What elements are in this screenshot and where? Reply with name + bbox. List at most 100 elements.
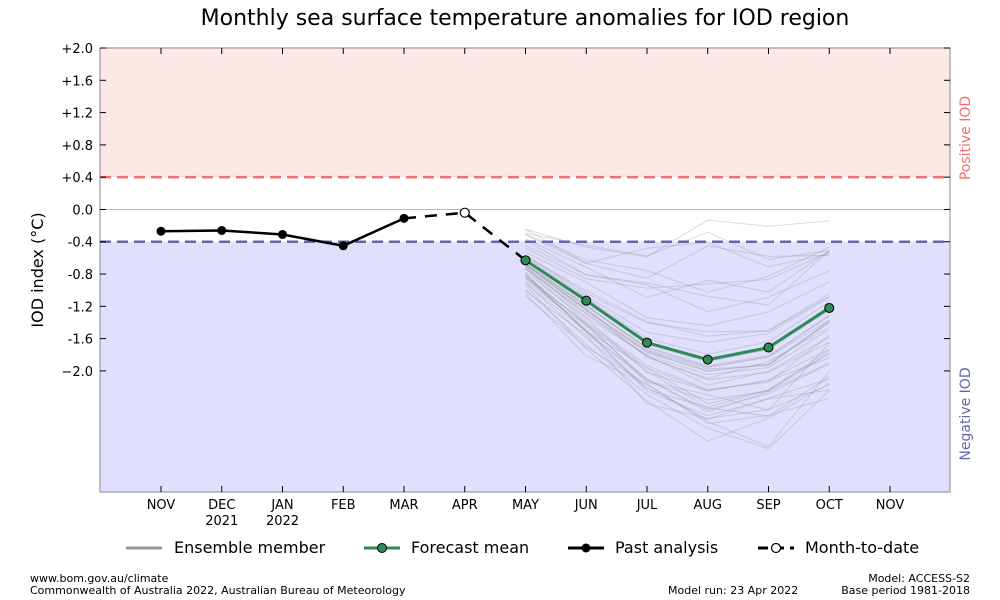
plot-area: +2.0 +1.6 +1.2 +0.8 +0.4 0.0 -0.4 -0.8 -1.2 -1.6 −… [61,42,951,529]
ensemble-member-line [525,277,830,401]
ensemble-member-line [525,280,830,411]
legend-past-label: Past analysis [615,538,719,557]
x-tick-label: NOV [147,498,176,513]
ensemble-member-line [525,247,830,289]
ensemble-member-line [525,290,830,420]
legend [126,542,794,554]
negative-iod-label: Negative IOD [958,367,974,460]
ensemble-member-line [525,268,830,386]
x-tick-label: AUG [694,498,722,513]
ensemble-member-line [525,273,830,392]
y-tick-label: +0.8 [61,139,93,154]
x-tick-label: MAY [512,498,539,513]
y-tick-label: −2.0 [61,365,93,380]
positive-iod-label: Positive IOD [958,96,974,180]
past-analysis-point [399,213,409,223]
ensemble-member-line [525,266,830,376]
ensemble-member-line [525,276,830,405]
footer-url: www.bom.gov.au/climate [30,572,169,585]
ensemble-member-line [525,271,830,392]
footer-base-period: Base period 1981-2018 [841,584,970,597]
ensemble-member-line [525,264,830,380]
legend-past-marker [581,543,591,553]
ensemble-member-line [525,267,830,381]
ensemble-member-line [525,293,830,448]
ensemble-member-line [525,254,830,333]
ensemble-member-line [525,263,830,372]
y-tick-label: +0.4 [61,171,93,186]
ensemble-member-line [525,256,830,343]
ensemble-member-line [525,264,830,370]
chart-title: Monthly sea surface temperature anomalie… [201,6,850,31]
x-tick-label: SEP [756,498,780,513]
negative-zone [100,241,950,492]
ensemble-member-line [525,234,830,279]
legend-mtd-label: Month-to-date [805,538,920,557]
footer-model-run: Model run: 23 Apr 2022 [668,584,799,597]
ensemble-member-line [525,255,830,337]
ensemble-member-line [525,277,830,408]
footer-model: Model: ACCESS-S2 [868,572,970,585]
ensemble-member-line [525,282,830,421]
forecast-mean-point [824,302,835,313]
ensemble-member-line [525,285,830,442]
ensemble-member-line [525,273,830,413]
past-analysis-point [156,226,166,236]
ensemble-member-line [525,295,830,424]
y-tick-label: -1.6 [68,333,93,348]
y-tick-label: -0.8 [68,268,93,283]
ensemble-member-line [525,258,830,355]
ensemble-member-line [525,231,830,260]
legend-ensemble-label: Ensemble member [174,538,326,557]
x-tick-label: JAN [270,498,293,513]
ensemble-member-line [525,219,830,258]
x-tick-label: NOV [876,498,905,513]
positive-zone [100,48,950,178]
x-tick-label: MAR [389,498,418,513]
ensemble-member-line [525,263,830,368]
x-tick-label: 2021 [205,514,238,529]
forecast-mean-point [520,255,531,266]
month-to-date-line [403,211,527,262]
ensemble-member-line [525,239,830,306]
forecast-mean-line [524,259,831,362]
y-tick-label: +1.2 [61,107,93,122]
ensemble-member-line [525,251,830,327]
y-tick-label: 0.0 [72,203,93,218]
ensemble-member-line [525,282,830,417]
x-tick-label: JUL [636,498,658,513]
past-analysis-point [217,225,227,235]
y-tick-label: +1.6 [61,74,93,89]
x-tick-label: OCT [816,498,843,513]
y-tick-label: +2.0 [61,42,93,57]
ensemble-member-line [525,228,830,268]
ensemble-member-line [525,263,830,368]
past-analysis-point [278,229,287,239]
ensemble-member-line [525,233,830,293]
x-tick-label: 2022 [266,514,299,529]
y-tick-label: -1.2 [68,300,93,315]
legend-mtd-marker [770,542,782,554]
ensemble-member-line [525,244,830,313]
x-tick-label: DEC [208,498,235,513]
ensemble-member-line [525,274,830,417]
y-axis-label: IOD index (°C) [28,212,47,327]
ensemble-member-line [525,275,830,411]
x-tick-label: JUN [574,498,598,513]
legend-forecast-label: Forecast mean [411,538,530,557]
month-to-date-point [459,207,470,218]
ensemble-member-line [525,289,830,450]
forecast-mean-point [581,295,592,306]
ensemble-member-line [525,263,830,367]
ensemble-member-line [525,238,830,299]
ensemble-member-line [525,266,830,372]
x-tick-label: APR [452,498,478,513]
x-tick-label: FEB [331,498,356,513]
forecast-mean-point [702,354,713,365]
past-analysis-point [338,241,348,251]
y-tick-label: -0.4 [68,236,93,251]
ensemble-member-line [525,268,830,390]
forecast-mean-point [642,337,652,348]
footer-copyright: Commonwealth of Australia 2022, Australi… [30,584,406,597]
